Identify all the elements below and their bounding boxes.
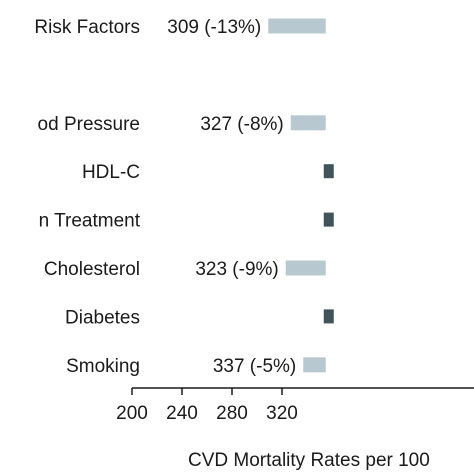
x-axis-ticks: 200 240 280 320 <box>116 388 298 424</box>
category-label: Diabetes <box>65 307 140 328</box>
bar <box>285 260 326 276</box>
value-labels: 309 (-13%) 327 (-8%) 323 (-9%) 337 (-5%) <box>167 17 296 377</box>
x-tick-label: 280 <box>216 403 248 424</box>
value-label: 337 (-5%) <box>213 356 296 377</box>
value-label: 323 (-9%) <box>195 259 278 280</box>
reference-marker <box>323 309 334 324</box>
bar <box>290 115 326 131</box>
value-label: 309 (-13%) <box>167 17 261 38</box>
x-axis-label: CVD Mortality Rates per 100 <box>188 450 430 471</box>
x-tick-label: 240 <box>166 403 198 424</box>
reference-marker <box>323 212 334 227</box>
category-label: Risk Factors <box>34 17 140 38</box>
x-tick-label: 200 <box>116 403 148 424</box>
reference-markers <box>323 164 334 324</box>
category-label: od Pressure <box>38 114 140 135</box>
value-label: 327 (-8%) <box>200 114 283 135</box>
category-label: Smoking <box>66 356 140 377</box>
category-label: n Treatment <box>39 211 141 232</box>
bars <box>268 18 326 373</box>
category-label: Cholesterol <box>44 259 140 280</box>
bar <box>303 357 326 373</box>
bar <box>268 18 326 34</box>
category-labels: Risk Factors od Pressure HDL-C n Treatment C… <box>34 17 140 377</box>
reference-marker <box>323 164 334 179</box>
category-label: HDL-C <box>82 162 140 183</box>
x-tick-label: 320 <box>266 403 298 424</box>
